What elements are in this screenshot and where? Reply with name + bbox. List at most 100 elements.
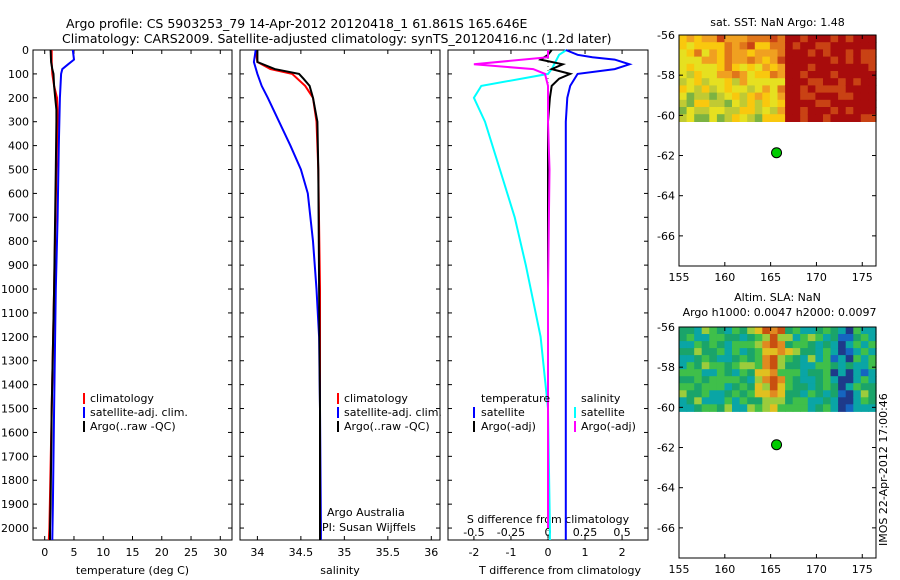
sla_map-heat-cell [716, 376, 726, 384]
sst_map-heat-cell [739, 42, 748, 50]
sla_map-heat-cell [792, 404, 801, 412]
sla_map-heat-cell [785, 355, 794, 363]
salinity-legend-label: satellite [581, 406, 625, 419]
sst_map-heat-cell [739, 85, 748, 94]
sst_map-heat-cell [762, 63, 771, 72]
sla_map-heat-cell [709, 327, 718, 335]
figure-title-line2: Climatology: CARS2009. Satellite-adjuste… [62, 31, 612, 46]
sst_map-heat-cell [845, 99, 854, 108]
sst_map-heat-cell [792, 71, 801, 79]
sst_map-heat-cell [777, 107, 786, 115]
sla_map-heat-cell [777, 362, 786, 370]
sst_map-heat-cell [838, 85, 847, 94]
sla_map-heat-cell [709, 369, 718, 377]
sla_map-heat-cell [739, 383, 748, 391]
sst_map-heat-cell [830, 78, 839, 86]
sst_map-heat-cell [709, 85, 718, 94]
sla_map-heat-cell [724, 355, 733, 363]
sla_map-heat-cell [724, 334, 733, 342]
sla_map-y-tick-label: -60 [657, 401, 675, 414]
sla_map-heat-cell [868, 376, 877, 384]
sla_map-heat-cell [686, 369, 695, 377]
sst_map-heat-cell [845, 35, 854, 43]
sst_map-heat-cell [747, 99, 756, 108]
sla_map-heat-cell [815, 348, 824, 356]
sst_map-heat-cell [754, 107, 763, 115]
difference-series-satellite [472, 49, 568, 540]
sst_map-heat-cell [724, 71, 733, 79]
sst_map-heat-cell [830, 71, 839, 79]
sst_map-heat-cell [724, 49, 733, 58]
sst_map-heat-cell [815, 114, 824, 122]
sst_map-heat-cell [807, 56, 816, 65]
sst_map-heat-cell [853, 78, 862, 86]
sst_map-heat-cell [694, 56, 703, 65]
sla_map-heat-cell [762, 397, 771, 405]
sla_map-heat-cell [732, 341, 741, 349]
sla_map-heat-cell [800, 390, 809, 398]
sla_map-heat-cell [709, 334, 718, 342]
sst_map-heat-cell [679, 107, 688, 115]
sst_map-heat-cell [724, 92, 733, 101]
sst_map-heat-cell [807, 63, 816, 72]
sla_map-heat-cell [815, 369, 824, 377]
sst_map-heat-cell [701, 49, 710, 58]
sst_map-y-tick-label: -60 [657, 109, 675, 122]
depth-tick-label: 1400 [1, 379, 29, 392]
temperature-x-axis-label: temperature (deg C) [76, 564, 189, 577]
sla_map-heat-cell [739, 404, 748, 412]
sla_map-heat-cell [724, 397, 733, 405]
sla_map-heat-cell [807, 369, 816, 377]
sla_map-heat-cell [724, 341, 733, 349]
sla_map-heat-cell [716, 397, 726, 405]
sla_map-heat-cell [830, 348, 839, 356]
sla_map-heat-cell [845, 390, 854, 398]
sst_map-heat-cell [709, 71, 718, 79]
sla_map-heat-cell [868, 404, 877, 412]
sst_map-heat-cell [792, 49, 801, 58]
sst_map-heat-cell [694, 92, 703, 101]
sla_map-heat-cell [830, 404, 839, 412]
sla_map-heat-cell [853, 376, 862, 384]
sst_map-heat-cell [679, 63, 688, 72]
sst_map-heat-cell [823, 63, 832, 72]
sla_map-heat-cell [815, 397, 824, 405]
sla_map-heat-cell [716, 383, 726, 391]
sst_map-heat-cell [679, 35, 688, 43]
sst_map-heat-cell [777, 78, 786, 86]
sst_map-heat-cell [807, 78, 816, 86]
salinity-x-tick-label: 35.5 [376, 546, 401, 559]
sst_map-heat-cell [716, 107, 726, 115]
sst_map-heat-cell [709, 107, 718, 115]
sla_map-heat-cell [709, 383, 718, 391]
sst_map-heat-cell [747, 107, 756, 115]
sla_map-heat-cell [807, 348, 816, 356]
sla_map-heat-cell [679, 376, 688, 384]
sst_map-heat-cell [800, 78, 809, 86]
sla_map-heat-cell [785, 383, 794, 391]
sst_map-heat-cell [845, 114, 854, 122]
sst_map-heat-cell [823, 114, 832, 122]
sst_map-heat-cell [762, 78, 771, 86]
depth-tick-label: 400 [8, 140, 29, 153]
sst_map-heat-cell [732, 63, 741, 72]
sst_map-heat-cell [807, 99, 816, 108]
sla_map-heat-cell [686, 404, 695, 412]
sla_map-heat-cell [853, 341, 862, 349]
sst_map-heat-cell [800, 56, 809, 65]
sla_map-heat-cell [732, 355, 741, 363]
sla_map-heat-cell [739, 369, 748, 377]
sla_map-heat-cell [769, 383, 779, 391]
sla_map-heat-cell [792, 355, 801, 363]
sst_map-heat-cell [686, 49, 695, 58]
sst_map-heat-cell [830, 42, 839, 50]
sst_map-heat-cell [732, 49, 741, 58]
sla_map-heat-cell [701, 383, 710, 391]
sst_map-heat-cell [823, 92, 832, 101]
sla_map-heat-cell [800, 327, 809, 335]
sst_map-heat-cell [868, 99, 877, 108]
sla_map-heat-cell [807, 383, 816, 391]
sst_map-heat-cell [815, 99, 824, 108]
sst_map-heat-cell [686, 56, 695, 65]
sst_map-heat-cell [701, 99, 710, 108]
